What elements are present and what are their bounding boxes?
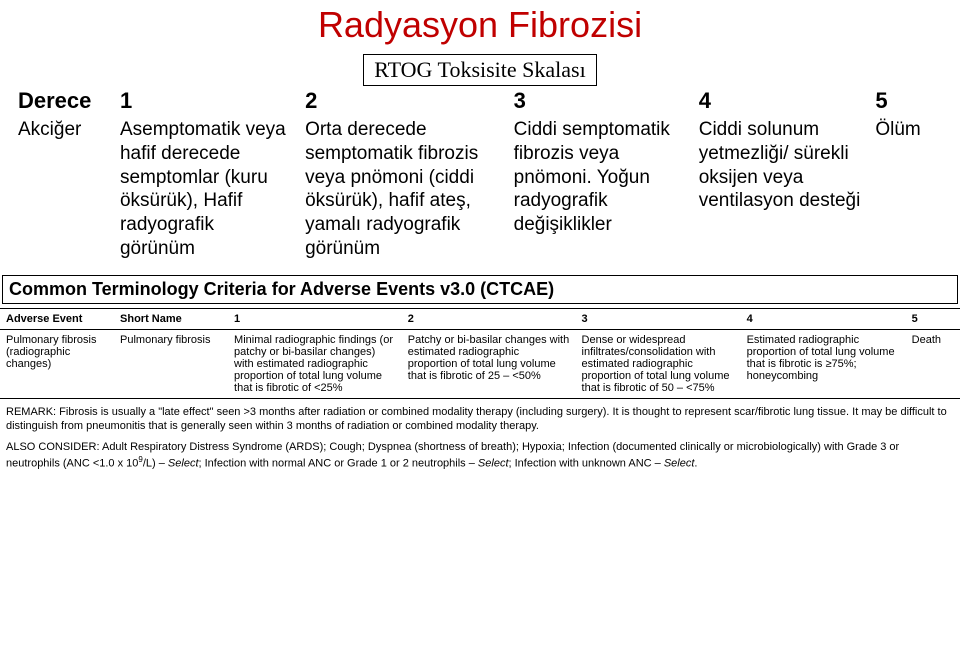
ctcae-body-row: Pulmonary fibrosis (radiographic changes… <box>0 329 960 398</box>
remark-paragraph: REMARK: Fibrosis is usually a "late effe… <box>6 405 954 435</box>
also-sel1: Select <box>168 458 199 470</box>
ctcae-table: Adverse Event Short Name 1 2 3 4 5 Pulmo… <box>0 308 960 399</box>
td-ae: Pulmonary fibrosis (radiographic changes… <box>0 329 114 398</box>
row-c1: Asemptomatik veya hafif derecede semptom… <box>116 116 295 263</box>
row-c5: Ölüm <box>871 116 946 263</box>
row-label: Akciğer <box>14 116 110 263</box>
header-2: 2 <box>301 86 504 116</box>
also-p5: . <box>694 458 697 470</box>
th-1: 1 <box>228 308 402 329</box>
th-3: 3 <box>576 308 741 329</box>
also-p4: ; Infection with unknown ANC – <box>509 458 664 470</box>
also-paragraph: ALSO CONSIDER: Adult Respiratory Distres… <box>6 440 954 471</box>
td-5: Death <box>906 329 960 398</box>
ctcae-section: Common Terminology Criteria for Adverse … <box>0 275 960 472</box>
title-text: Radyasyon Fibrozisi <box>318 4 642 45</box>
td-1: Minimal radiographic findings (or patchy… <box>228 329 402 398</box>
rtog-body-row: Akciğer Asemptomatik veya hafif derecede… <box>14 116 946 263</box>
td-4: Estimated radiographic proportion of tot… <box>741 329 906 398</box>
header-derece: Derece <box>14 86 110 116</box>
rtog-table: Derece 1 2 3 4 5 Akciğer Asemptomatik ve… <box>8 86 952 263</box>
footer-notes: REMARK: Fibrosis is usually a "late effe… <box>0 399 960 472</box>
td-sn: Pulmonary fibrosis <box>114 329 228 398</box>
remark-label: REMARK: <box>6 406 56 418</box>
ctcae-header-row: Adverse Event Short Name 1 2 3 4 5 <box>0 308 960 329</box>
also-p3: ; Infection with normal ANC or Grade 1 o… <box>199 458 478 470</box>
row-c4: Ciddi solunum yetmezliği/ sürekli oksije… <box>695 116 866 263</box>
header-4: 4 <box>695 86 866 116</box>
also-sel2: Select <box>478 458 509 470</box>
th-sn: Short Name <box>114 308 228 329</box>
also-sel3: Select <box>664 458 695 470</box>
ctcae-banner: Common Terminology Criteria for Adverse … <box>2 275 958 304</box>
td-3: Dense or widespread infiltrates/consolid… <box>576 329 741 398</box>
th-ae: Adverse Event <box>0 308 114 329</box>
header-1: 1 <box>116 86 295 116</box>
th-2: 2 <box>402 308 576 329</box>
td-2: Patchy or bi-basilar changes with estima… <box>402 329 576 398</box>
header-5: 5 <box>871 86 946 116</box>
th-5: 5 <box>906 308 960 329</box>
also-label: ALSO CONSIDER: <box>6 441 100 453</box>
rtog-header-row: Derece 1 2 3 4 5 <box>14 86 946 116</box>
sub-title-box: RTOG Toksisite Skalası <box>363 54 596 86</box>
remark-text: Fibrosis is usually a "late effect" seen… <box>6 406 947 433</box>
rtog-section: Radyasyon Fibrozisi RTOG Toksisite Skala… <box>0 0 960 263</box>
header-3: 3 <box>510 86 689 116</box>
also-p2: /L) – <box>143 458 168 470</box>
row-c3: Ciddi semptomatik fibrozis veya pnömoni.… <box>510 116 689 263</box>
row-c2: Orta derecede semptomatik fibrozis veya … <box>301 116 504 263</box>
main-title: Radyasyon Fibrozisi RTOG Toksisite Skala… <box>8 4 952 88</box>
th-4: 4 <box>741 308 906 329</box>
